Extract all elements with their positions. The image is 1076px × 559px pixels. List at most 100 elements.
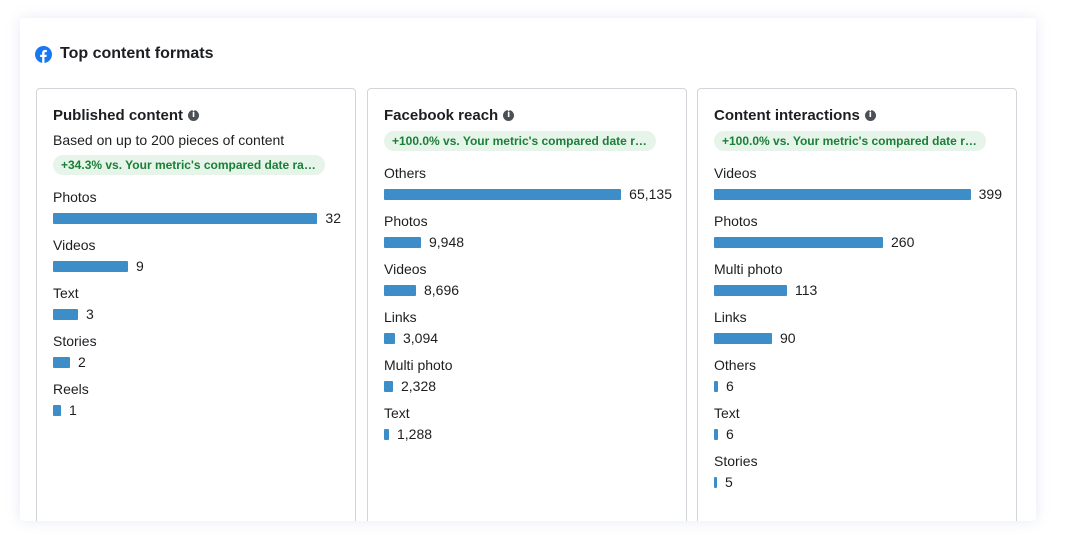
- bar-line: 90: [714, 330, 1002, 346]
- bar-label: Multi photo: [714, 261, 783, 277]
- top-content-formats-panel: Top content formats Published content i …: [20, 18, 1036, 521]
- bar-label: Others: [384, 165, 427, 181]
- bar-row: Text 6: [714, 402, 1002, 450]
- info-icon[interactable]: i: [503, 109, 515, 121]
- info-icon[interactable]: i: [188, 109, 200, 121]
- card-title: Facebook reach i: [384, 106, 672, 124]
- bar-value: 65,135: [629, 186, 672, 202]
- bar[interactable]: [384, 236, 421, 248]
- card-title-text: Content interactions: [714, 106, 860, 124]
- bar-label: Reels: [53, 381, 89, 397]
- bar-label: Others: [714, 357, 757, 373]
- card-title: Content interactions i: [714, 106, 1002, 124]
- bar-line: 1: [53, 402, 341, 418]
- card-published-content: Published content i Based on up to 200 p…: [36, 88, 356, 521]
- bar[interactable]: [714, 188, 971, 200]
- bar-value: 6: [726, 378, 734, 394]
- bar-line: 9,948: [384, 234, 672, 250]
- bar[interactable]: [53, 308, 78, 320]
- comparison-badge[interactable]: +34.3% vs. Your metric's compared date r…: [53, 155, 325, 175]
- bar[interactable]: [53, 212, 318, 224]
- bar-label: Photos: [714, 213, 758, 229]
- bar-row: Photos 32: [53, 186, 341, 234]
- bar-row: Videos 399: [714, 162, 1002, 210]
- bar-value: 9,948: [429, 234, 465, 250]
- bar[interactable]: [53, 260, 128, 272]
- bar-value: 260: [891, 234, 915, 250]
- bar-label: Photos: [53, 189, 97, 205]
- bar[interactable]: [714, 476, 717, 488]
- card-title-text: Published content: [53, 106, 184, 124]
- card-title-text: Facebook reach: [384, 106, 499, 124]
- bar-line: 65,135: [384, 186, 672, 202]
- bar[interactable]: [53, 404, 61, 416]
- bar-value: 2: [78, 354, 86, 370]
- bar-line: 32: [53, 210, 341, 226]
- bar-value: 399: [978, 186, 1002, 202]
- bar-line: 9: [53, 258, 341, 274]
- bar-line: 5: [714, 474, 1002, 490]
- bar-line: 113: [714, 282, 1002, 298]
- facebook-icon: [35, 45, 52, 63]
- bar-value: 32: [325, 210, 341, 226]
- bar-label: Stories: [53, 333, 97, 349]
- bar-row: Reels 1: [53, 378, 341, 426]
- card-content-interactions: Content interactions i +100.0% vs. Your …: [697, 88, 1017, 521]
- bar-value: 1,288: [397, 426, 433, 442]
- bar-row: Photos 260: [714, 210, 1002, 258]
- bar-row: Stories 2: [53, 330, 341, 378]
- bar-row: Videos 8,696: [384, 258, 672, 306]
- bar-value: 6: [726, 426, 734, 442]
- bar-value: 5: [725, 474, 733, 490]
- bar-line: 2: [53, 354, 341, 370]
- bar[interactable]: [384, 428, 389, 440]
- bar-label: Text: [714, 405, 740, 421]
- bar-row: Text 3: [53, 282, 341, 330]
- bar-value: 9: [136, 258, 144, 274]
- panel-header: Top content formats: [35, 45, 213, 63]
- bar-label: Videos: [384, 261, 427, 277]
- bar-line: 1,288: [384, 426, 672, 442]
- comparison-badge[interactable]: +100.0% vs. Your metric's compared date …: [714, 131, 986, 151]
- bar-value: 2,328: [401, 378, 437, 394]
- bar-row: Others 6: [714, 354, 1002, 402]
- bar-row: Multi photo 2,328: [384, 354, 672, 402]
- bar-row: Stories 5: [714, 450, 1002, 498]
- bar-label: Videos: [714, 165, 757, 181]
- bar-value: 1: [69, 402, 77, 418]
- bar-row: Multi photo 113: [714, 258, 1002, 306]
- bar-row: Photos 9,948: [384, 210, 672, 258]
- comparison-badge[interactable]: +100.0% vs. Your metric's compared date …: [384, 131, 656, 151]
- bar[interactable]: [384, 284, 416, 296]
- bar-value: 113: [795, 282, 818, 298]
- bar-line: 2,328: [384, 378, 672, 394]
- bar[interactable]: [714, 284, 787, 296]
- bar[interactable]: [384, 380, 393, 392]
- bar-line: 6: [714, 426, 1002, 442]
- bar-row: Videos 9: [53, 234, 341, 282]
- bar-label: Text: [53, 285, 79, 301]
- bar-label: Text: [384, 405, 410, 421]
- bar-value: 90: [780, 330, 796, 346]
- card-title: Published content i: [53, 106, 341, 124]
- card-facebook-reach: Facebook reach i +100.0% vs. Your metric…: [367, 88, 687, 521]
- bar-line: 3: [53, 307, 341, 321]
- info-icon[interactable]: i: [864, 109, 876, 121]
- bar[interactable]: [384, 188, 622, 200]
- bar[interactable]: [714, 332, 772, 344]
- bar-label: Videos: [53, 237, 96, 253]
- bar[interactable]: [714, 380, 718, 392]
- bar[interactable]: [714, 236, 883, 248]
- card-subtitle: Based on up to 200 pieces of content: [53, 132, 285, 148]
- bar-line: 6: [714, 378, 1002, 394]
- bar[interactable]: [714, 428, 718, 440]
- bar-label: Multi photo: [384, 357, 453, 373]
- bar[interactable]: [53, 356, 70, 368]
- bar-list: Others 65,135 Photos 9,948 Videos 8,696 Links 3…: [384, 162, 672, 450]
- bar-value: 3,094: [403, 330, 439, 346]
- bar[interactable]: [384, 332, 395, 344]
- bar-row: Links 90: [714, 306, 1002, 354]
- bar-list: Photos 32 Videos 9 Text 3 Stories 2 Reels 1: [53, 186, 341, 426]
- bar-row: Others 65,135: [384, 162, 672, 210]
- bar-label: Stories: [714, 453, 758, 469]
